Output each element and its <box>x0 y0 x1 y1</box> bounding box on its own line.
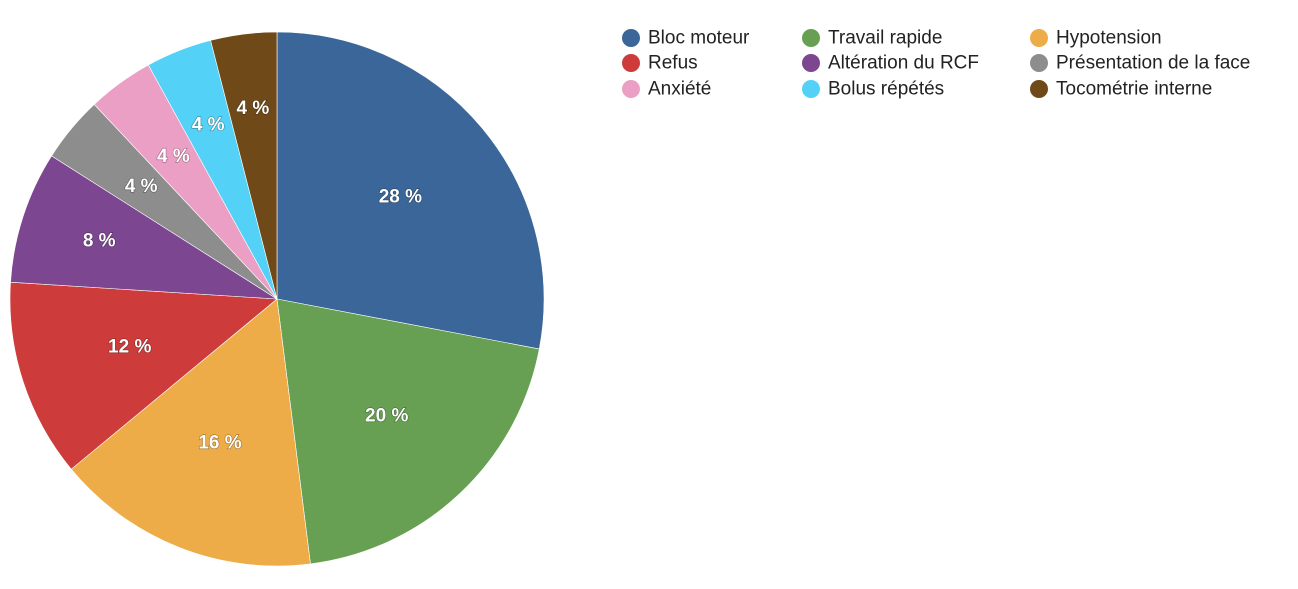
pie-slice-tocometrie-interne <box>210 31 278 300</box>
legend-label-presentation-de-la-face: Présentation de la face <box>1056 53 1250 74</box>
legend-item-hypotension: Hypotension <box>1030 28 1162 49</box>
legend-swatch-anxiete <box>622 80 640 98</box>
legend-label-bloc-moteur: Bloc moteur <box>648 28 750 49</box>
legend-label-refus: Refus <box>648 53 698 74</box>
slice-label-hypotension: 16 % <box>198 433 241 454</box>
legend-swatch-bolus-repetes <box>802 80 820 98</box>
pie-slice-labels: 28 %20 %16 %12 %8 %4 %4 %4 %4 % <box>82 97 423 454</box>
slice-label-refus: 12 % <box>108 336 151 357</box>
pie-slices <box>9 31 545 567</box>
pie-slice-hypotension <box>70 298 311 567</box>
slice-label-bloc-moteur: 28 % <box>379 186 422 207</box>
legend-label-tocometrie-interne: Tocométrie interne <box>1056 79 1212 100</box>
legend-item-bloc-moteur: Bloc moteur <box>622 28 750 49</box>
legend-swatch-bloc-moteur <box>622 29 640 47</box>
slice-label-alteration-du-rcf: 8 % <box>83 231 116 252</box>
legend-label-travail-rapide: Travail rapide <box>828 28 942 49</box>
pie-slice-bloc-moteur <box>276 31 545 350</box>
legend: Bloc moteur Travail rapide Hypotension Refu… <box>622 28 1250 100</box>
slice-label-presentation-de-la-face: 4 % <box>125 176 158 197</box>
legend-label-hypotension: Hypotension <box>1056 28 1162 49</box>
legend-swatch-hypotension <box>1030 29 1048 47</box>
pie-slice-refus <box>9 281 278 470</box>
legend-label-anxiete: Anxiété <box>648 79 711 100</box>
pie-slice-alteration-du-rcf <box>10 155 278 300</box>
legend-swatch-refus <box>622 54 640 72</box>
legend-swatch-presentation-de-la-face <box>1030 54 1048 72</box>
slice-label-anxiete: 4 % <box>157 146 190 167</box>
legend-label-bolus-repetes: Bolus répétés <box>828 79 944 100</box>
pie-slice-travail-rapide <box>276 298 540 565</box>
legend-item-travail-rapide: Travail rapide <box>802 28 942 49</box>
legend-swatch-travail-rapide <box>802 29 820 47</box>
legend-item-presentation-de-la-face: Présentation de la face <box>1030 53 1250 74</box>
legend-item-anxiete: Anxiété <box>622 79 711 100</box>
slice-label-travail-rapide: 20 % <box>365 405 408 426</box>
slice-label-tocometrie-interne: 4 % <box>237 98 270 119</box>
legend-swatch-tocometrie-interne <box>1030 80 1048 98</box>
legend-item-refus: Refus <box>622 53 698 74</box>
slice-label-bolus-repetes: 4 % <box>192 115 225 136</box>
legend-label-alteration-du-rcf: Altération du RCF <box>828 53 979 74</box>
legend-swatch-alteration-du-rcf <box>802 54 820 72</box>
legend-item-bolus-repetes: Bolus répétés <box>802 79 944 100</box>
legend-item-alteration-du-rcf: Altération du RCF <box>802 53 979 74</box>
legend-item-tocometrie-interne: Tocométrie interne <box>1030 79 1212 100</box>
